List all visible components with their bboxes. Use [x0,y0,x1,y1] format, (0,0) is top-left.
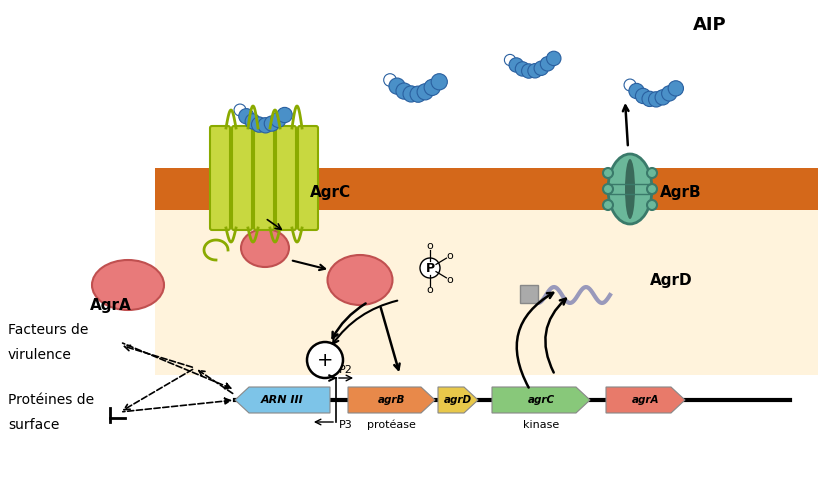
Circle shape [258,118,273,133]
Circle shape [509,58,524,72]
FancyBboxPatch shape [254,126,274,230]
Circle shape [655,90,671,105]
Ellipse shape [608,154,652,224]
Circle shape [522,64,536,78]
Circle shape [636,88,651,104]
Text: AgrC: AgrC [310,185,351,200]
Circle shape [624,79,636,91]
Ellipse shape [327,255,393,305]
FancyBboxPatch shape [276,126,296,230]
Ellipse shape [647,184,657,194]
Circle shape [396,83,412,99]
Ellipse shape [647,168,657,178]
Text: surface: surface [8,418,60,432]
Circle shape [528,63,542,78]
Ellipse shape [241,229,289,267]
Circle shape [424,79,440,95]
Text: Protéines de: Protéines de [8,393,94,407]
FancyBboxPatch shape [232,126,252,230]
Bar [520,285,538,303]
Circle shape [668,81,684,96]
Text: P: P [425,261,434,274]
Circle shape [629,83,645,99]
Ellipse shape [625,159,635,219]
Text: o: o [447,251,453,261]
Circle shape [515,62,530,76]
Text: virulence: virulence [8,348,72,362]
Text: +: + [317,350,333,369]
Ellipse shape [603,184,613,194]
Bar [155,168,818,375]
Text: protéase: protéase [366,420,416,430]
Circle shape [642,91,658,106]
Text: o: o [427,285,434,295]
Text: agrC: agrC [528,395,555,405]
Bar [155,168,818,210]
Polygon shape [492,387,590,413]
FancyBboxPatch shape [298,126,318,230]
Circle shape [234,104,246,116]
Circle shape [245,114,260,129]
Text: o: o [447,275,453,285]
Text: ARN III: ARN III [261,395,303,405]
Polygon shape [438,387,478,413]
Text: P3: P3 [339,420,353,430]
Text: AIP: AIP [693,16,726,34]
Circle shape [505,54,515,66]
Circle shape [431,74,447,90]
Text: agrA: agrA [631,395,659,405]
Circle shape [662,86,677,101]
Circle shape [417,84,434,100]
Circle shape [271,112,286,127]
Circle shape [384,74,396,86]
Text: AgrD: AgrD [650,273,693,288]
FancyBboxPatch shape [210,126,230,230]
Circle shape [277,107,292,122]
Text: kinase: kinase [523,420,560,430]
Circle shape [264,116,280,131]
Text: agrD: agrD [444,395,472,405]
Polygon shape [348,387,435,413]
Text: AgrA: AgrA [90,298,132,313]
Polygon shape [235,387,330,413]
Ellipse shape [603,168,613,178]
Circle shape [534,61,549,76]
Polygon shape [606,387,685,413]
Text: Facteurs de: Facteurs de [8,323,88,337]
Circle shape [420,258,440,278]
Circle shape [410,86,426,102]
Circle shape [307,342,343,378]
Circle shape [649,91,664,107]
Circle shape [251,117,267,132]
Text: AgrB: AgrB [660,185,702,200]
Text: P2: P2 [339,365,353,375]
Circle shape [541,57,555,71]
Text: agrB: agrB [378,395,405,405]
Text: o: o [427,241,434,251]
Circle shape [389,78,405,94]
Circle shape [546,51,561,66]
Circle shape [403,86,419,102]
Circle shape [239,108,254,124]
Ellipse shape [92,260,164,310]
Ellipse shape [603,200,613,210]
Ellipse shape [647,200,657,210]
